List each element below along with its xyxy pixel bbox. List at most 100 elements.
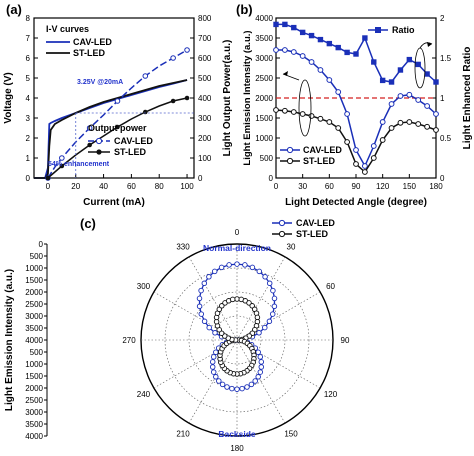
polar-marker — [266, 280, 273, 287]
b-intensity-marker — [370, 143, 377, 149]
legend-op-cav-marker — [95, 137, 103, 145]
a-power-marker — [142, 73, 149, 79]
polar-marker — [234, 386, 240, 392]
polar-marker — [262, 274, 268, 280]
b-ytick-label: 4000 — [255, 14, 273, 23]
a-power-marker — [184, 47, 190, 53]
b-y2tick-label: 0 — [440, 174, 445, 183]
panel-b-xlabel: Light Detected Angle (degree) — [285, 197, 427, 208]
polar-rtick-label: 4000 — [25, 432, 43, 441]
polar-rtick-label: 1500 — [25, 276, 43, 285]
b-intensity-marker — [344, 139, 351, 145]
polar-marker — [198, 311, 205, 317]
a-power-marker — [143, 109, 148, 115]
polar-rtick-label: 2500 — [25, 300, 43, 309]
b-intensity-marker — [290, 109, 297, 115]
b-intensity-marker — [361, 163, 368, 169]
polar-marker — [252, 378, 258, 384]
left-axis-indicator-ellipse — [298, 79, 312, 137]
b-ytick-label: 2000 — [255, 94, 273, 103]
a-power-marker — [45, 175, 51, 181]
panel-b-ylabel: Light Emission Intensity (a.u.) — [242, 30, 253, 165]
a-y2tick-label: 0 — [198, 174, 203, 183]
b-ratio-marker — [353, 51, 359, 57]
polar-marker — [271, 303, 278, 310]
a-ytick-label: 0 — [26, 174, 31, 183]
polar-marker — [196, 303, 203, 310]
polar-rtick-label: 500 — [30, 348, 44, 357]
a-y2tick-label: 400 — [198, 94, 212, 103]
legend-op-st-label: ST-LED — [114, 147, 147, 157]
polar-rtick-label: 2000 — [25, 288, 43, 297]
b-xtick-label: 30 — [298, 182, 307, 191]
polar-marker — [206, 274, 212, 280]
b-intensity-marker — [344, 111, 351, 117]
polar-ring — [164, 267, 310, 413]
b-intensity-marker — [335, 125, 342, 131]
legend-b-cav-label: CAV-LED — [303, 145, 342, 155]
polar-marker — [206, 324, 212, 331]
b-intensity-marker — [388, 125, 395, 131]
b-intensity-marker — [388, 101, 395, 107]
panel-b-series — [273, 21, 439, 175]
polar-marker — [271, 295, 278, 302]
polar-angle-label: 300 — [137, 282, 151, 291]
right-axis-indicator-arrowhead — [427, 42, 432, 47]
polar-angle-label: 60 — [326, 282, 335, 291]
polar-marker — [201, 318, 208, 325]
polar-marker — [213, 374, 219, 380]
a-xtick-label: 20 — [71, 182, 80, 191]
polar-marker — [213, 349, 219, 355]
polar-marker — [211, 268, 218, 275]
b-intensity-marker — [433, 127, 439, 133]
polar-marker — [256, 268, 263, 275]
b-ytick-label: 1000 — [255, 134, 273, 143]
polar-rtick-label: 4000 — [25, 336, 43, 345]
a-ytick-label: 8 — [26, 14, 31, 23]
panel-a-label: (a) — [6, 2, 22, 17]
legend-iv-st-label: ST-LED — [73, 48, 106, 58]
b-intensity-marker — [299, 111, 306, 117]
polar-marker — [256, 330, 262, 336]
polar-angle-label: 240 — [137, 390, 151, 399]
polar-marker — [258, 359, 265, 365]
b-intensity-marker — [379, 119, 386, 125]
a-power-marker — [114, 98, 121, 104]
a-power-marker — [59, 163, 65, 169]
panel-b-y2label: Light Enhanced Ratio — [462, 47, 473, 150]
a-xtick-label: 0 — [46, 182, 51, 191]
b-intensity-marker — [433, 111, 439, 117]
a-ytick-label: 4 — [26, 94, 31, 103]
panel-a-ticks: 0 20 40 60 80 1000123456780100200300400500600… — [26, 14, 212, 191]
legend-b-st-marker — [286, 157, 294, 165]
b-ratio-marker — [299, 29, 306, 36]
b-intensity-marker — [317, 115, 324, 122]
polar-ring — [188, 291, 286, 389]
b-intensity-marker — [308, 113, 315, 119]
panel-a-y2label: Light Output Power(a.u.) — [222, 40, 233, 157]
polar-rtick-label: 3500 — [25, 420, 43, 429]
annotation-voltage: 3.25V @20mA — [77, 79, 123, 86]
b-xtick-label: 0 — [274, 182, 279, 191]
a-ytick-label: 3 — [26, 114, 31, 123]
polar-spoke — [236, 291, 321, 341]
panel-b: (b) 0 30 60 90 120 150 18005001000150020002500… — [236, 2, 473, 208]
polar-angle-label: 120 — [324, 390, 338, 399]
polar-marker — [201, 280, 208, 287]
polar-rtick-label: 3000 — [25, 312, 43, 321]
legend-iv-cav-label: CAV-LED — [73, 37, 112, 47]
polar-marker — [258, 364, 265, 370]
a-ytick-label: 6 — [26, 54, 31, 63]
polar-angle-label: 30 — [287, 242, 296, 251]
a-xtick-label: 40 — [99, 182, 108, 191]
polar-angle-label: 330 — [176, 242, 190, 251]
b-ratio-marker — [388, 79, 395, 85]
panel-b-label: (b) — [236, 2, 253, 17]
a-ytick-label: 7 — [26, 34, 31, 43]
a-y2tick-label: 100 — [198, 154, 212, 163]
a-ytick-label: 5 — [26, 74, 31, 83]
polar-marker — [219, 381, 226, 388]
polar-marker — [257, 369, 264, 375]
polar-marker — [229, 296, 236, 303]
polar-rtick-label: 3000 — [25, 408, 43, 417]
